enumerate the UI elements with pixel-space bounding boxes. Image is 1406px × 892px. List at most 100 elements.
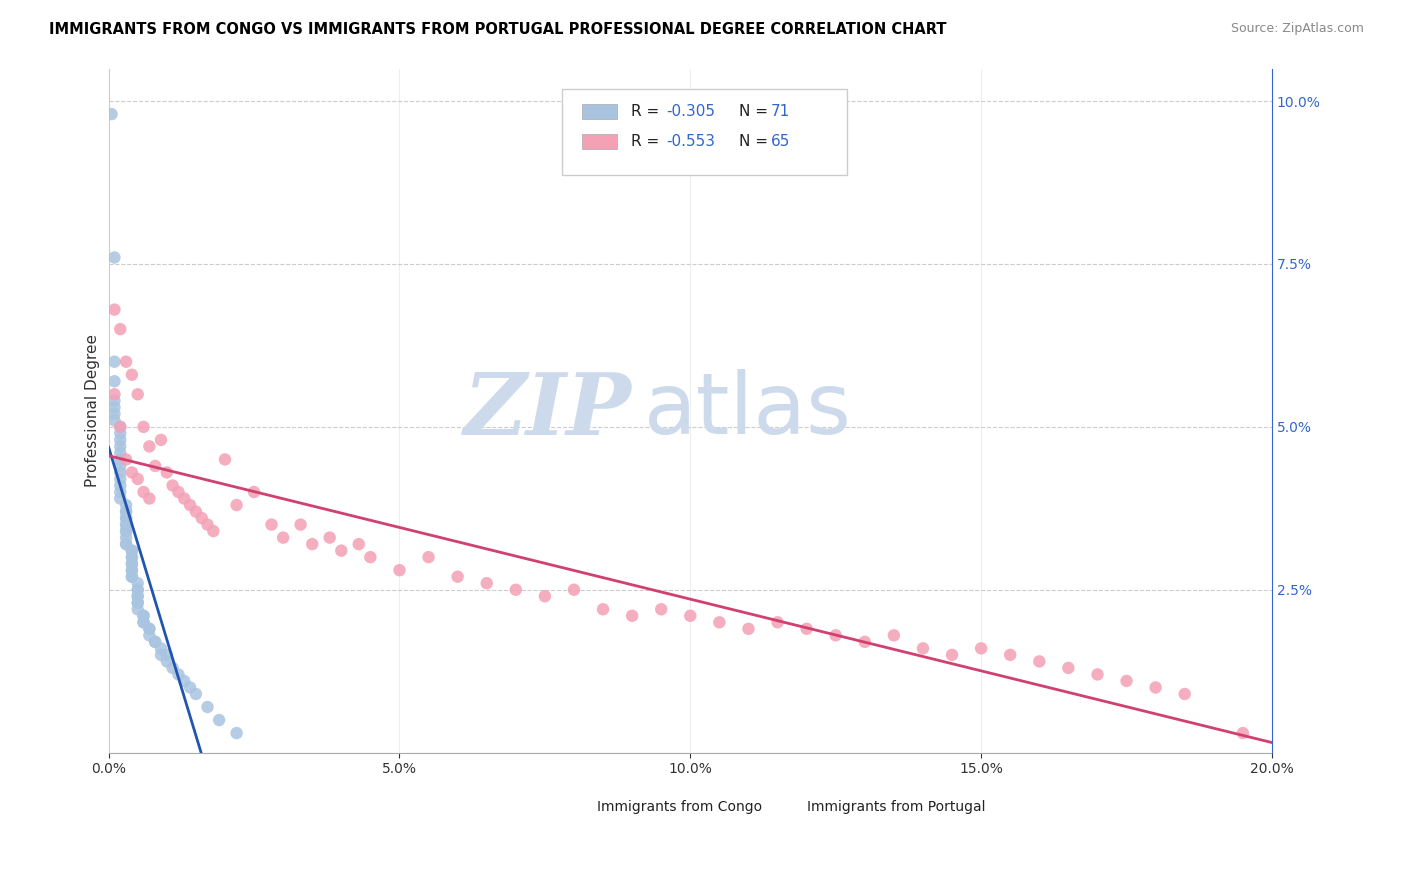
Point [132, 608, 155, 623]
Point [115, 517, 138, 532]
Point [1028, 654, 1050, 668]
Point [103, 393, 125, 408]
Point [534, 589, 557, 603]
Point [121, 550, 143, 565]
Point [103, 407, 125, 421]
Text: N =: N = [740, 134, 773, 149]
Point [1174, 687, 1197, 701]
Text: atlas: atlas [644, 369, 852, 452]
Point [290, 517, 312, 532]
Point [138, 439, 160, 453]
Point [127, 602, 149, 616]
Point [1144, 681, 1167, 695]
Point [225, 498, 247, 512]
Point [301, 537, 323, 551]
FancyBboxPatch shape [761, 797, 793, 818]
Point [156, 654, 179, 668]
FancyBboxPatch shape [582, 104, 617, 120]
Point [132, 615, 155, 630]
Point [650, 602, 672, 616]
Point [121, 466, 143, 480]
Point [737, 622, 759, 636]
Point [1057, 661, 1080, 675]
Point [796, 622, 818, 636]
Point [132, 615, 155, 630]
Point [110, 420, 132, 434]
Point [110, 433, 132, 447]
Point [103, 387, 125, 401]
Text: N =: N = [740, 104, 773, 120]
Point [121, 570, 143, 584]
Point [505, 582, 527, 597]
Point [115, 511, 138, 525]
FancyBboxPatch shape [582, 134, 617, 149]
Point [592, 602, 614, 616]
Point [138, 628, 160, 642]
Point [883, 628, 905, 642]
Text: Source: ZipAtlas.com: Source: ZipAtlas.com [1230, 22, 1364, 36]
Point [121, 557, 143, 571]
Point [149, 648, 172, 662]
Point [143, 635, 166, 649]
Point [110, 491, 132, 506]
Point [110, 458, 132, 473]
Point [202, 524, 225, 538]
Point [127, 582, 149, 597]
Point [110, 485, 132, 500]
Point [173, 491, 195, 506]
Point [127, 589, 149, 603]
Point [1115, 673, 1137, 688]
Point [138, 622, 160, 636]
Point [388, 563, 411, 577]
Point [214, 452, 236, 467]
Point [110, 439, 132, 453]
Point [243, 485, 266, 500]
Point [121, 550, 143, 565]
Point [115, 504, 138, 518]
Point [132, 420, 155, 434]
Text: R =: R = [631, 134, 664, 149]
Point [911, 641, 934, 656]
Point [970, 641, 993, 656]
Point [562, 582, 585, 597]
Point [179, 498, 201, 512]
FancyBboxPatch shape [562, 89, 848, 175]
Point [162, 661, 184, 675]
Point [143, 635, 166, 649]
Point [103, 251, 125, 265]
Point [418, 550, 440, 565]
Y-axis label: Professional Degree: Professional Degree [86, 334, 100, 487]
Point [143, 458, 166, 473]
Point [167, 667, 190, 681]
Point [115, 511, 138, 525]
Point [167, 485, 190, 500]
Point [115, 531, 138, 545]
Point [260, 517, 283, 532]
Point [127, 576, 149, 591]
Point [347, 537, 370, 551]
Point [156, 648, 179, 662]
Point [446, 570, 468, 584]
Point [121, 368, 143, 382]
Point [127, 472, 149, 486]
Point [110, 472, 132, 486]
Point [132, 485, 155, 500]
Point [127, 589, 149, 603]
Point [197, 517, 219, 532]
Point [149, 433, 172, 447]
Point [197, 700, 219, 714]
Point [225, 726, 247, 740]
Point [103, 401, 125, 415]
Point [475, 576, 498, 591]
Point [208, 713, 231, 727]
Point [127, 582, 149, 597]
Text: IMMIGRANTS FROM CONGO VS IMMIGRANTS FROM PORTUGAL PROFESSIONAL DEGREE CORRELATIO: IMMIGRANTS FROM CONGO VS IMMIGRANTS FROM… [49, 22, 946, 37]
Point [100, 107, 122, 121]
Point [184, 687, 207, 701]
Point [121, 557, 143, 571]
Text: 71: 71 [770, 104, 790, 120]
Text: -0.305: -0.305 [666, 104, 714, 120]
Point [121, 570, 143, 584]
Point [853, 635, 876, 649]
Point [115, 354, 138, 368]
